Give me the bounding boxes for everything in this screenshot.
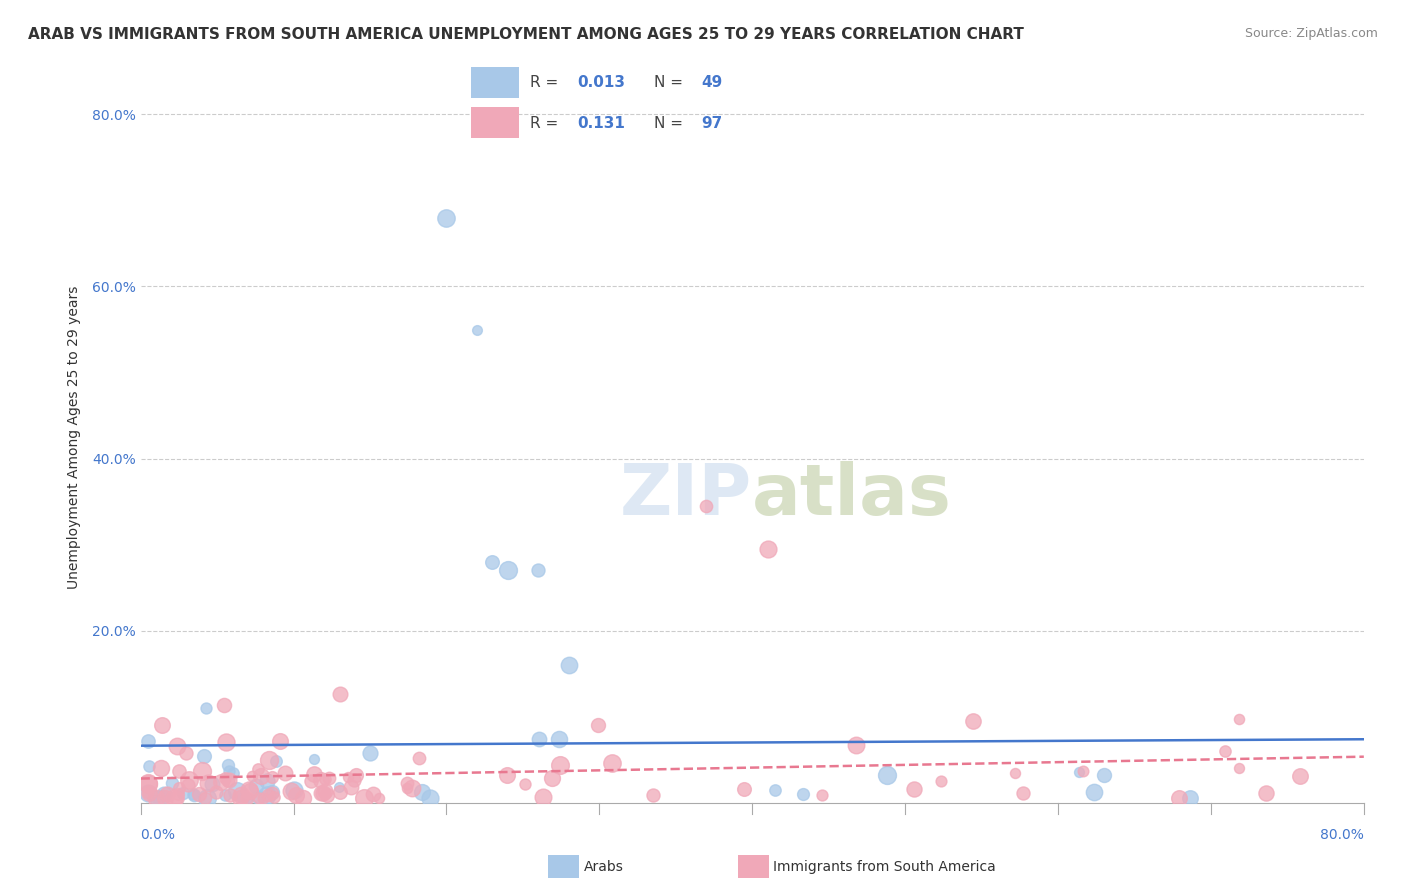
Text: Immigrants from South America: Immigrants from South America [773, 860, 995, 874]
Text: 49: 49 [702, 75, 723, 89]
Text: R =: R = [530, 116, 562, 130]
Text: ARAB VS IMMIGRANTS FROM SOUTH AMERICA UNEMPLOYMENT AMONG AGES 25 TO 29 YEARS COR: ARAB VS IMMIGRANTS FROM SOUTH AMERICA UN… [28, 27, 1024, 42]
Text: 97: 97 [702, 116, 723, 130]
Text: N =: N = [654, 75, 688, 89]
Y-axis label: Unemployment Among Ages 25 to 29 years: Unemployment Among Ages 25 to 29 years [66, 285, 80, 589]
Text: 0.131: 0.131 [578, 116, 626, 130]
Text: 0.013: 0.013 [578, 75, 626, 89]
Text: Source: ZipAtlas.com: Source: ZipAtlas.com [1244, 27, 1378, 40]
Text: ZIP: ZIP [620, 461, 752, 530]
Text: 80.0%: 80.0% [1320, 829, 1364, 842]
Text: R =: R = [530, 75, 562, 89]
FancyBboxPatch shape [471, 67, 519, 98]
Text: Arabs: Arabs [583, 860, 623, 874]
Text: 0.0%: 0.0% [141, 829, 176, 842]
Text: atlas: atlas [752, 461, 952, 530]
FancyBboxPatch shape [471, 107, 519, 138]
Text: N =: N = [654, 116, 688, 130]
